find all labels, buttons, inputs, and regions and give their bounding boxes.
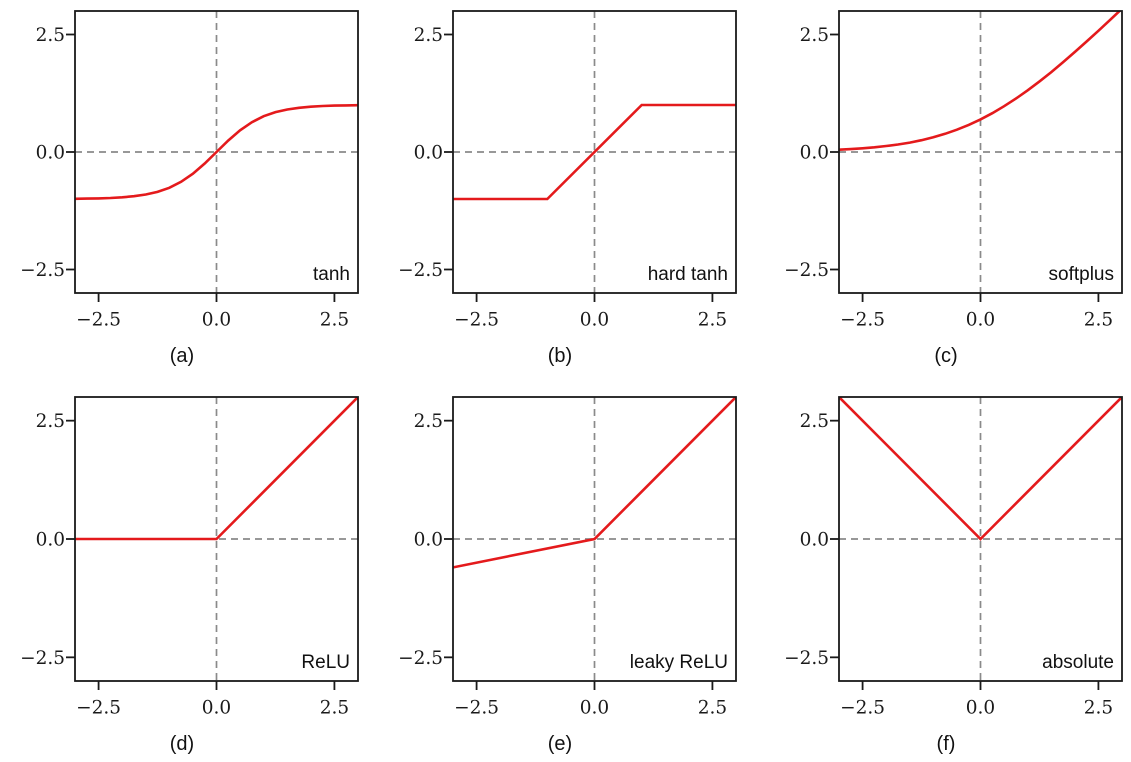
x-tick-label: −2.5 bbox=[454, 309, 499, 330]
y-tick-label: −2.5 bbox=[398, 648, 443, 669]
x-tick-label: 2.5 bbox=[320, 697, 349, 718]
x-tick-label: −2.5 bbox=[76, 309, 121, 330]
subplot-caption-b: (b) bbox=[547, 345, 573, 367]
x-tick-label: −2.5 bbox=[454, 697, 499, 718]
y-tick-label: 0.0 bbox=[800, 529, 829, 550]
y-tick-label: 2.5 bbox=[800, 25, 829, 46]
y-tick-label: 0.0 bbox=[414, 142, 443, 163]
subplot-d: −2.5 0.0 2.5 2.5 0.0 −2.5 bbox=[20, 396, 359, 718]
subplot-b: −2.5 0.0 2.5 2.5 0.0 −2.5 bbox=[398, 10, 737, 330]
curve-label-tanh: tanh bbox=[313, 264, 350, 285]
y-tick-label: 2.5 bbox=[414, 411, 443, 432]
curve-label-absolute: absolute bbox=[1042, 652, 1114, 673]
x-tick-label: 0.0 bbox=[966, 309, 995, 330]
x-tick-label: 0.0 bbox=[202, 697, 231, 718]
curve-relu bbox=[75, 397, 358, 541]
y-tick-label: −2.5 bbox=[20, 260, 65, 281]
curve-softplus bbox=[839, 11, 1122, 151]
x-tick-label: −2.5 bbox=[840, 309, 885, 330]
subplot-c: −2.5 0.0 2.5 2.5 0.0 −2.5 bbox=[784, 10, 1123, 330]
x-tick-label: 2.5 bbox=[1084, 309, 1113, 330]
y-tick-label: −2.5 bbox=[20, 648, 65, 669]
subplot-caption-c: (c) bbox=[934, 345, 958, 367]
y-tick-label: 0.0 bbox=[36, 529, 65, 550]
curve-label-hard-tanh: hard tanh bbox=[647, 264, 728, 285]
x-tick-label: 2.5 bbox=[698, 697, 727, 718]
y-tick-label: −2.5 bbox=[784, 648, 829, 669]
y-tick-label: 0.0 bbox=[414, 529, 443, 550]
curve-hard-tanh bbox=[453, 103, 736, 201]
x-tick-label: 2.5 bbox=[698, 309, 727, 330]
x-tick-label: 2.5 bbox=[320, 309, 349, 330]
y-tick-label: −2.5 bbox=[784, 260, 829, 281]
subplot-caption-a: (a) bbox=[169, 345, 195, 367]
y-tick-label: 2.5 bbox=[36, 25, 65, 46]
curve-leaky-relu bbox=[453, 397, 736, 569]
x-tick-label: 0.0 bbox=[966, 697, 995, 718]
x-tick-label: −2.5 bbox=[76, 697, 121, 718]
x-tick-label: 0.0 bbox=[202, 309, 231, 330]
curve-absolute bbox=[839, 397, 1122, 541]
y-tick-label: 2.5 bbox=[414, 25, 443, 46]
subplot-f: −2.5 0.0 2.5 2.5 0.0 −2.5 bbox=[784, 396, 1123, 718]
curve-label-leaky-relu: leaky ReLU bbox=[629, 652, 728, 673]
subplot-caption-e: (e) bbox=[547, 733, 573, 755]
x-tick-label: −2.5 bbox=[840, 697, 885, 718]
curve-label-relu: ReLU bbox=[301, 652, 350, 673]
x-tick-label: 0.0 bbox=[580, 697, 609, 718]
subplot-caption-d: (d) bbox=[169, 733, 195, 755]
subplot-a: −2.5 0.0 2.5 2.5 0.0 −2.5 bbox=[20, 10, 359, 330]
y-tick-label: 2.5 bbox=[800, 411, 829, 432]
y-tick-label: 0.0 bbox=[36, 142, 65, 163]
x-tick-label: 2.5 bbox=[1084, 697, 1113, 718]
curve-label-softplus: softplus bbox=[1048, 264, 1114, 285]
subplot-caption-f: (f) bbox=[936, 733, 956, 755]
y-tick-label: 0.0 bbox=[800, 142, 829, 163]
y-tick-label: −2.5 bbox=[398, 260, 443, 281]
subplot-e: −2.5 0.0 2.5 2.5 0.0 −2.5 bbox=[398, 396, 737, 718]
y-tick-label: 2.5 bbox=[36, 411, 65, 432]
x-tick-label: 0.0 bbox=[580, 309, 609, 330]
curve-tanh bbox=[75, 103, 358, 201]
